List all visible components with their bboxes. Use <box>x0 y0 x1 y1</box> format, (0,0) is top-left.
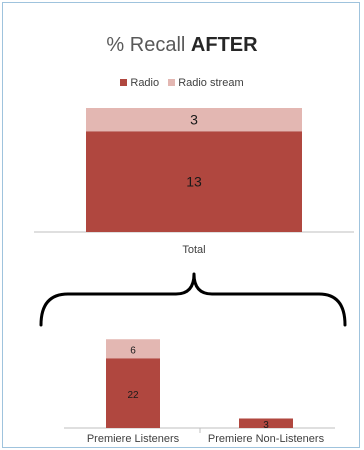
data-label-total-radio: 13 <box>186 173 202 189</box>
legend-swatch-radio-stream <box>168 78 176 86</box>
bar-segment-listeners-radio <box>106 358 160 428</box>
legend-label-radio: Radio <box>130 77 160 89</box>
x-tick-label-total: Total <box>182 244 205 256</box>
x-tick-label-listeners: Premiere Listeners <box>87 433 180 445</box>
x-tick-label-non-listeners: Premiere Non-Listeners <box>208 433 325 445</box>
bar-segment-total-radio-stream <box>86 108 302 132</box>
data-label-total-radio-stream: 3 <box>190 111 198 127</box>
chart-title: % Recall AFTER <box>0 34 364 57</box>
legend-item-radio: Radio <box>120 77 159 89</box>
bar-segment-listeners-radio-stream <box>106 339 160 359</box>
title-text: % Recall <box>106 34 191 56</box>
data-label-non-listeners-radio: 3 <box>263 420 269 431</box>
bracket-connector <box>39 272 347 327</box>
bar-segment-total-radio <box>86 131 302 232</box>
legend-label-radio-stream: Radio stream <box>178 77 244 89</box>
title-emphasis: AFTER <box>190 34 258 56</box>
data-label-listeners-radio-stream: 6 <box>130 345 136 356</box>
data-label-listeners-radio: 22 <box>127 390 139 401</box>
legend-swatch-radio <box>120 78 128 86</box>
legend-item-radio-stream: Radio stream <box>168 77 244 89</box>
legend: Radio Radio stream <box>0 77 364 89</box>
bar-segment-non-listeners-radio <box>239 418 293 428</box>
